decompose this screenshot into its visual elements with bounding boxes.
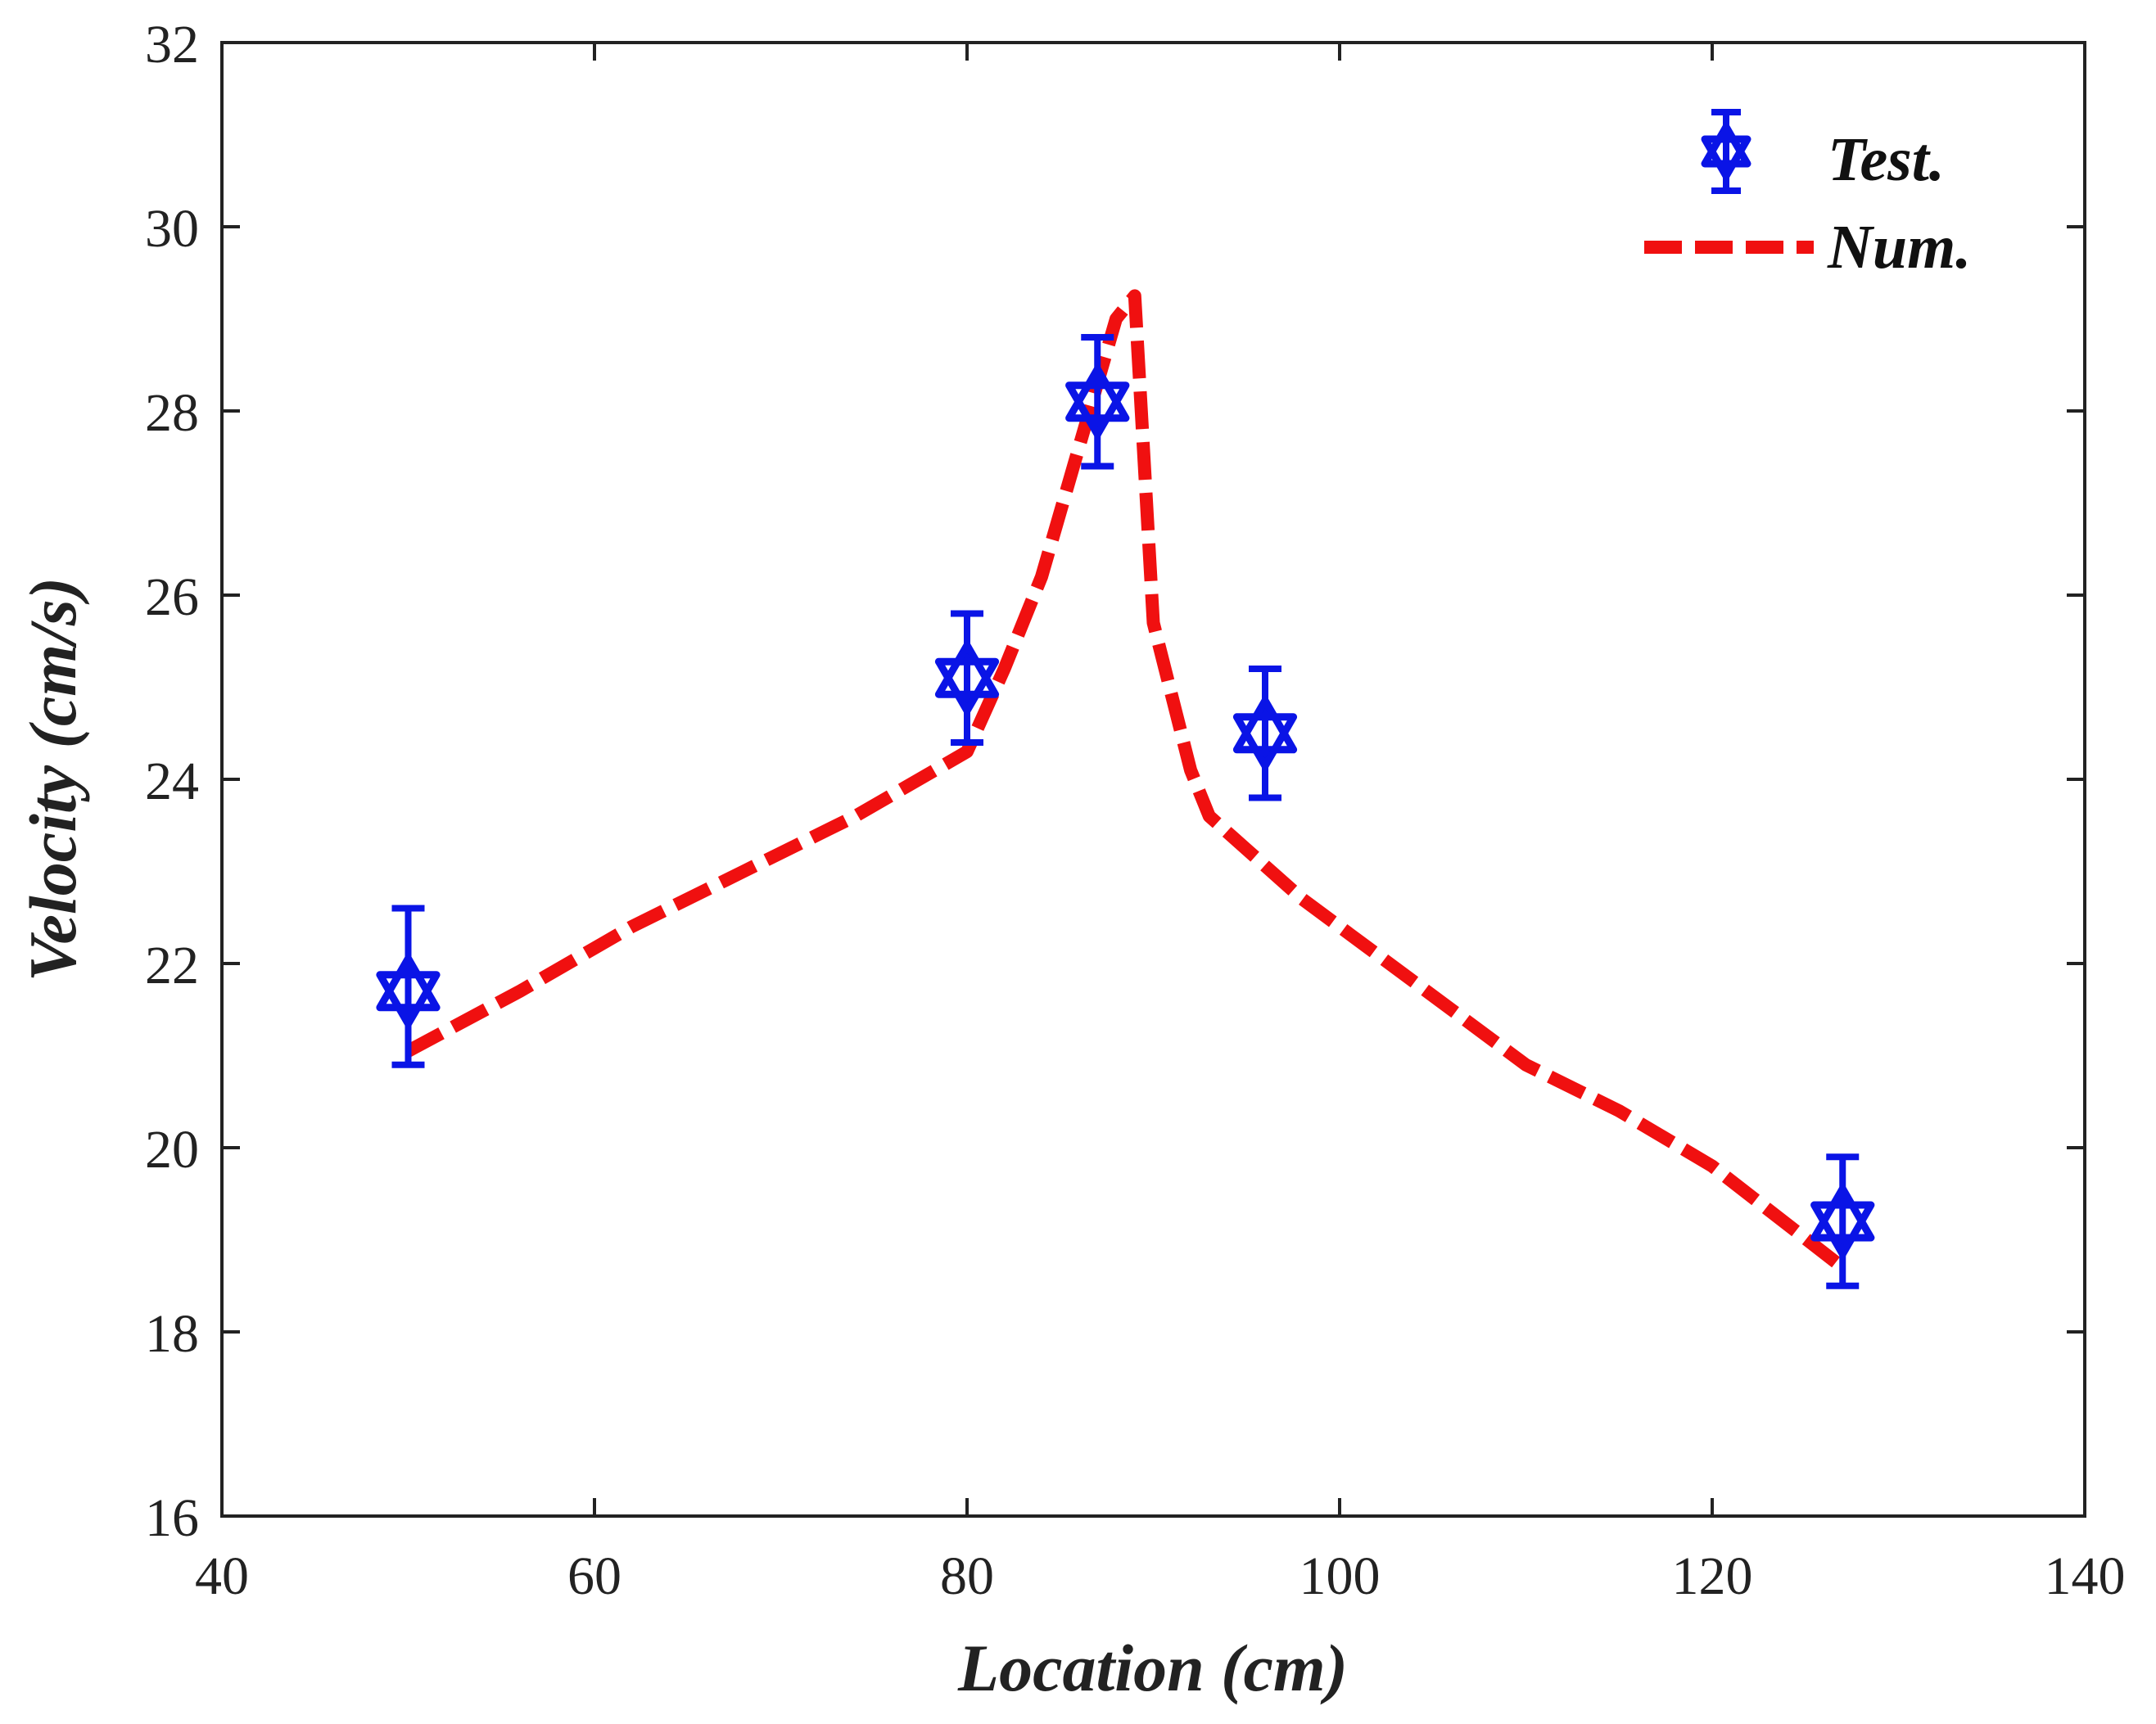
x-tick-label: 60 [567, 1546, 621, 1606]
test-star-marker [1810, 1185, 1875, 1258]
x-tick-label: 100 [1299, 1546, 1381, 1606]
y-tick-label: 30 [145, 199, 199, 259]
legend-test-label: Test. [1828, 125, 1945, 194]
legend: Test. Num. [1644, 109, 1971, 282]
test-point [376, 905, 441, 1068]
test-star-marker [1065, 365, 1130, 439]
legend-test-marker [1701, 109, 1751, 194]
y-tick-label: 26 [145, 567, 199, 627]
y-tick-label: 20 [145, 1120, 199, 1180]
test-point [1065, 334, 1130, 470]
num-series-line [405, 289, 1847, 1273]
x-tick-label: 140 [2045, 1546, 2126, 1606]
test-point [1232, 666, 1298, 801]
y-axis-title: Velocity (cm/s) [16, 577, 90, 982]
x-tick-label: 40 [195, 1546, 249, 1606]
test-star-marker [376, 955, 441, 1028]
x-tick-labels: 40 60 80 100 120 140 [195, 1546, 2126, 1606]
test-point [1810, 1153, 1875, 1289]
y-tick-label: 24 [145, 751, 199, 811]
y-tick-label: 16 [145, 1488, 199, 1548]
y-tick-label: 32 [145, 15, 199, 74]
test-point [934, 610, 1000, 746]
test-star-marker [934, 641, 1000, 715]
plot-frame [220, 41, 2086, 1518]
y-tick-labels: 16 18 20 22 24 26 28 30 32 [145, 15, 199, 1548]
y-tick-label: 22 [145, 936, 199, 995]
y-tick-label: 18 [145, 1304, 199, 1364]
legend-num-label: Num. [1827, 213, 1971, 282]
x-tick-label: 80 [940, 1546, 994, 1606]
series-layer [376, 289, 1875, 1289]
y-tick-label: 28 [145, 383, 199, 443]
x-axis-title: Location (cm) [957, 1631, 1348, 1705]
test-star-marker [1232, 697, 1298, 770]
axis-ticks [220, 41, 2086, 1518]
x-tick-label: 120 [1672, 1546, 1753, 1606]
legend-star-icon [1701, 123, 1751, 180]
